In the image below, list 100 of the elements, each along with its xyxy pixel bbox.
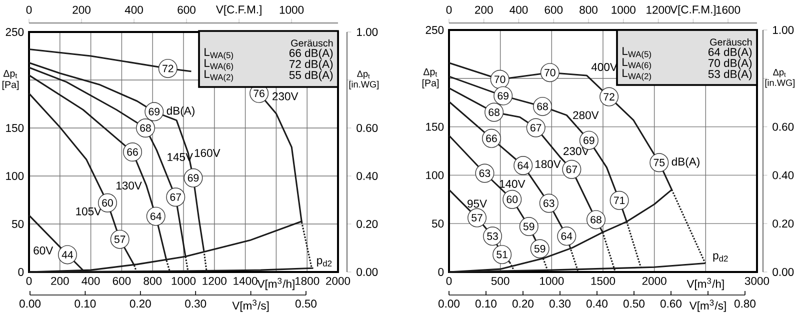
- annotation: 44: [62, 251, 74, 258]
- annotation: 69: [148, 108, 160, 116]
- annotation: 68: [140, 124, 151, 132]
- annotation: 64: [150, 212, 162, 220]
- annotation: 64: [561, 232, 572, 240]
- y-tick-label: 0: [18, 268, 24, 276]
- y2-tick-label: 0.40: [356, 172, 378, 180]
- y2-tick-label: 0.20: [356, 220, 378, 228]
- y2-tick-label: 0.60: [356, 124, 378, 132]
- y2-tick-label: 1.00: [357, 28, 378, 36]
- text: 0.00: [20, 300, 41, 308]
- y2-tick-label: 0.00: [772, 268, 794, 276]
- x2-tick-label: 1000: [280, 6, 304, 14]
- x-tick-label: 1000: [540, 276, 564, 285]
- annotation: 60: [102, 199, 113, 207]
- x-axis-title: V[m$^{3}$/h]: [257, 278, 294, 290]
- text: 0.60: [660, 300, 682, 308]
- x-tick-label: 500: [491, 276, 510, 285]
- x2-tick-label: 800: [580, 6, 598, 14]
- annotation: 57: [114, 236, 126, 244]
- text: 0.20: [130, 300, 151, 308]
- annotation: 70: [494, 76, 506, 84]
- annotation: 68: [590, 216, 602, 224]
- x-tick-label: 3000: [744, 276, 770, 285]
- x2-tick-label: 600: [178, 6, 196, 14]
- annotation: L$_{WA(2)}$: [204, 70, 234, 82]
- x-axis-title: V[m$^{3}$/h]: [686, 278, 724, 290]
- text: 0.50: [296, 300, 317, 308]
- text: 0.10: [74, 300, 96, 308]
- series-label: 280V: [573, 111, 599, 120]
- annotation: 66: [486, 134, 497, 142]
- x2-tick-label: 0: [446, 6, 452, 14]
- series-label: 180V: [536, 160, 561, 168]
- y-axis-title: Δp$_{t}$ [Pa]: [2, 70, 19, 90]
- x2-tick-label: 200: [475, 6, 493, 14]
- annotation: 76: [254, 90, 264, 98]
- x-tick-label: 1200: [202, 276, 226, 285]
- annotation: L$_{WA(2)}$: [622, 69, 652, 81]
- x-tick-label: 0: [446, 276, 452, 285]
- y2-tick-label: 1.00: [773, 26, 794, 34]
- annotation: 68: [488, 108, 500, 116]
- annotation: Geräusch: [291, 39, 333, 47]
- series-label: p$_{d2}$: [317, 258, 332, 266]
- x-tick-label: 600: [112, 276, 131, 285]
- x2-axis-title: V[C.F.M.]: [670, 5, 716, 16]
- y-tick-label: 100: [426, 171, 444, 180]
- x-tick-label: 0: [26, 276, 32, 285]
- annotation: 66: [127, 148, 138, 156]
- annotation: L$_{WA(6)}$: [622, 58, 652, 70]
- annotation: L$_{WA(5)}$: [204, 48, 234, 60]
- annotation: 53: [487, 232, 498, 240]
- text: 0.00: [438, 300, 460, 308]
- x-tick-label: 2000: [642, 276, 666, 285]
- text: 0.30: [185, 300, 206, 308]
- series-label: 130V: [116, 182, 142, 190]
- annotation: 72 dB(A): [290, 60, 333, 70]
- text: 0.30: [549, 300, 571, 308]
- text: 0.80: [734, 300, 756, 308]
- series-label: 230V: [272, 92, 298, 100]
- x2-axis-title: V[C.F.M.]: [216, 5, 262, 16]
- annotation: 70: [544, 68, 556, 76]
- text: 0.50: [623, 300, 645, 308]
- y2-tick-label: 0.20: [772, 220, 794, 228]
- x-tick-label: 2000: [326, 276, 350, 285]
- annotation: 69: [188, 174, 199, 182]
- annotation: 59: [523, 222, 534, 230]
- x-tick-label: 800: [144, 276, 162, 285]
- text: V[m$^{3}$/s]: [689, 300, 726, 312]
- x2-tick-label: 0: [26, 6, 32, 14]
- annotation: 70 dB(A): [708, 58, 752, 70]
- series-label: 60V: [34, 246, 54, 254]
- annotation: 60: [506, 196, 518, 204]
- annotation: L$_{WA(5)}$: [622, 47, 652, 59]
- series-label: p$_{d2}$: [713, 253, 728, 262]
- y-tick-label: 50: [432, 220, 444, 228]
- x2-tick-label: 1000: [612, 6, 636, 14]
- y2-axis-title: Δp$_{t}$ [in.WG]: [765, 69, 794, 88]
- text: V[m$^{3}$/s]: [232, 300, 269, 312]
- annotation: 69: [498, 92, 508, 100]
- annotation: 51: [496, 250, 508, 258]
- annotation: 57: [472, 214, 482, 222]
- x-tick-label: 1500: [591, 276, 616, 285]
- annotation: 68: [537, 102, 548, 110]
- annotation: 75: [654, 158, 665, 166]
- text: 0.10: [476, 300, 497, 308]
- annotation: 72: [604, 93, 614, 100]
- x2-tick-label: 600: [544, 6, 563, 14]
- y-tick-label: 150: [426, 122, 444, 131]
- annotation: 64 dB(A): [708, 48, 752, 58]
- x-tick-label: 200: [51, 276, 69, 285]
- y2-tick-label: 0.40: [772, 171, 794, 180]
- annotation: L$_{WA(6)}$: [204, 59, 234, 71]
- y-tick-label: 0: [438, 268, 444, 276]
- x2-tick-label: 400: [124, 6, 143, 14]
- annotation: Geräusch: [710, 38, 752, 46]
- text: 0.20: [512, 300, 534, 308]
- series-label: 160V: [194, 148, 220, 157]
- y-tick-label: 250: [426, 26, 444, 34]
- y-tick-label: 150: [6, 124, 24, 132]
- annotation: 59: [534, 245, 546, 252]
